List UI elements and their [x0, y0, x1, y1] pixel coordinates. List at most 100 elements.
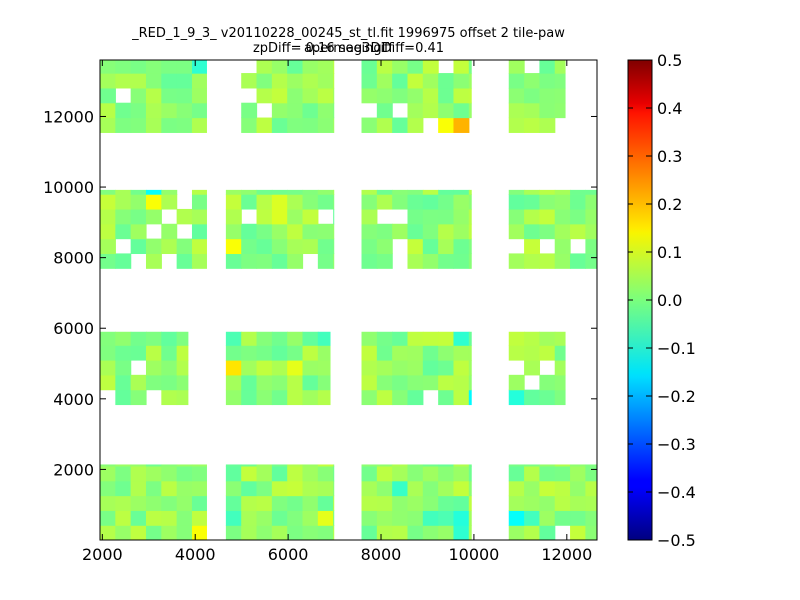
- heatmap-cell: [287, 374, 304, 391]
- heatmap-cell: [302, 87, 319, 104]
- heatmap-cell: [407, 331, 424, 346]
- heatmap-cell: [422, 223, 439, 240]
- heatmap-cell: [100, 374, 116, 391]
- heatmap-cell: [302, 331, 319, 346]
- heatmap-cell: [302, 117, 319, 133]
- heatmap-cell: [438, 87, 455, 104]
- heatmap-cell: [115, 464, 132, 467]
- heatmap-cell: [554, 223, 571, 240]
- heatmap-cell: [115, 208, 132, 225]
- heatmap-cell: [539, 389, 556, 406]
- heatmap-cell: [130, 480, 147, 497]
- heatmap-cell: [438, 189, 455, 195]
- heatmap-cell: [271, 253, 288, 269]
- heatmap-cell: [468, 495, 472, 511]
- heatmap-cell: [333, 194, 335, 210]
- heatmap-cell: [302, 510, 319, 526]
- heatmap-cell: [271, 374, 288, 391]
- heatmap-cell: [554, 465, 571, 482]
- heatmap-cell: [302, 102, 319, 119]
- heatmap-cell: [570, 223, 586, 240]
- heatmap-cell: [161, 189, 178, 195]
- heatmap-cell: [333, 510, 335, 526]
- heatmap-cell: [287, 238, 304, 255]
- heatmap-cell: [376, 194, 393, 210]
- heatmap-cell: [225, 238, 242, 255]
- heatmap-cell: [585, 495, 597, 511]
- heatmap-cell: [145, 73, 162, 89]
- heatmap-cell: [145, 87, 162, 104]
- heatmap-cell: [271, 238, 288, 255]
- heatmap-cell: [176, 253, 193, 269]
- heatmap-cell: [161, 374, 178, 391]
- heatmap-cell: [361, 117, 378, 133]
- heatmap-cell: [287, 389, 304, 406]
- x-tick-label: 12000: [541, 545, 592, 564]
- heatmap-cell: [539, 60, 556, 74]
- heatmap-cell: [361, 194, 378, 210]
- heatmap-cell: [524, 253, 541, 269]
- heatmap-cell: [176, 360, 189, 376]
- heatmap-cell: [176, 331, 189, 346]
- heatmap-cell: [100, 117, 116, 133]
- heatmap-cell: [422, 495, 439, 511]
- heatmap-cell: [333, 223, 335, 240]
- heatmap-cell: [438, 194, 455, 210]
- heatmap-cell: [225, 374, 242, 391]
- heatmap-cell: [453, 238, 470, 255]
- heatmap-cell: [361, 223, 378, 240]
- heatmap-cell: [453, 223, 470, 240]
- heatmap-cell: [554, 87, 566, 104]
- heatmap-cell: [145, 194, 162, 210]
- heatmap-cell: [302, 189, 319, 195]
- heatmap-cell: [271, 525, 288, 540]
- heatmap-cell: [361, 510, 378, 526]
- heatmap-cell: [422, 374, 439, 391]
- heatmap-cell: [508, 464, 525, 467]
- heatmap-cell: [407, 360, 424, 376]
- heatmap-cell: [115, 73, 132, 89]
- heatmap-cell: [508, 510, 525, 526]
- heatmap-cell: [130, 117, 147, 133]
- heatmap-cell: [376, 331, 393, 346]
- heatmap-cell: [585, 510, 597, 526]
- heatmap-cell: [554, 73, 566, 89]
- heatmap-cell: [287, 480, 304, 497]
- heatmap-cell: [392, 525, 409, 540]
- heatmap-cell: [508, 345, 525, 361]
- heatmap-cell: [333, 102, 335, 119]
- heatmap-cell: [524, 102, 541, 119]
- heatmap-cell: [176, 389, 189, 406]
- heatmap-cell: [161, 360, 178, 376]
- heatmap-cell: [392, 189, 409, 195]
- heatmap-cell: [376, 464, 393, 467]
- x-axis: 2000 4000 6000 8000 10000 12000: [82, 60, 592, 564]
- heatmap-cell: [161, 117, 178, 133]
- heatmap-cell: [225, 464, 242, 467]
- heatmap-cell: [302, 360, 319, 376]
- heatmap-cell: [333, 208, 335, 225]
- heatmap-cell: [453, 208, 470, 225]
- heatmap-cell: [407, 238, 424, 255]
- heatmap-cell: [361, 238, 378, 255]
- heatmap-cell: [570, 525, 586, 540]
- heatmap-cell: [468, 238, 472, 255]
- heatmap-cell: [241, 374, 258, 391]
- heatmap-cell: [317, 73, 334, 89]
- heatmap-cell: [317, 223, 334, 240]
- heatmap-cell: [145, 480, 162, 497]
- heatmap-cell: [539, 525, 556, 540]
- heatmap-cell: [524, 465, 541, 482]
- heatmap-cell: [256, 510, 273, 526]
- colorbar-tick-label: −0.1: [657, 339, 696, 358]
- heatmap-cell: [161, 331, 178, 346]
- heatmap-cell: [361, 253, 378, 269]
- heatmap-cell: [570, 253, 586, 269]
- heatmap-cell: [145, 60, 162, 74]
- heatmap-cell: [585, 238, 597, 255]
- heatmap-cell: [468, 525, 472, 540]
- heatmap-cell: [191, 189, 207, 195]
- heatmap-cell: [524, 525, 541, 540]
- heatmap-cell: [422, 189, 439, 195]
- heatmap-cell: [241, 495, 258, 511]
